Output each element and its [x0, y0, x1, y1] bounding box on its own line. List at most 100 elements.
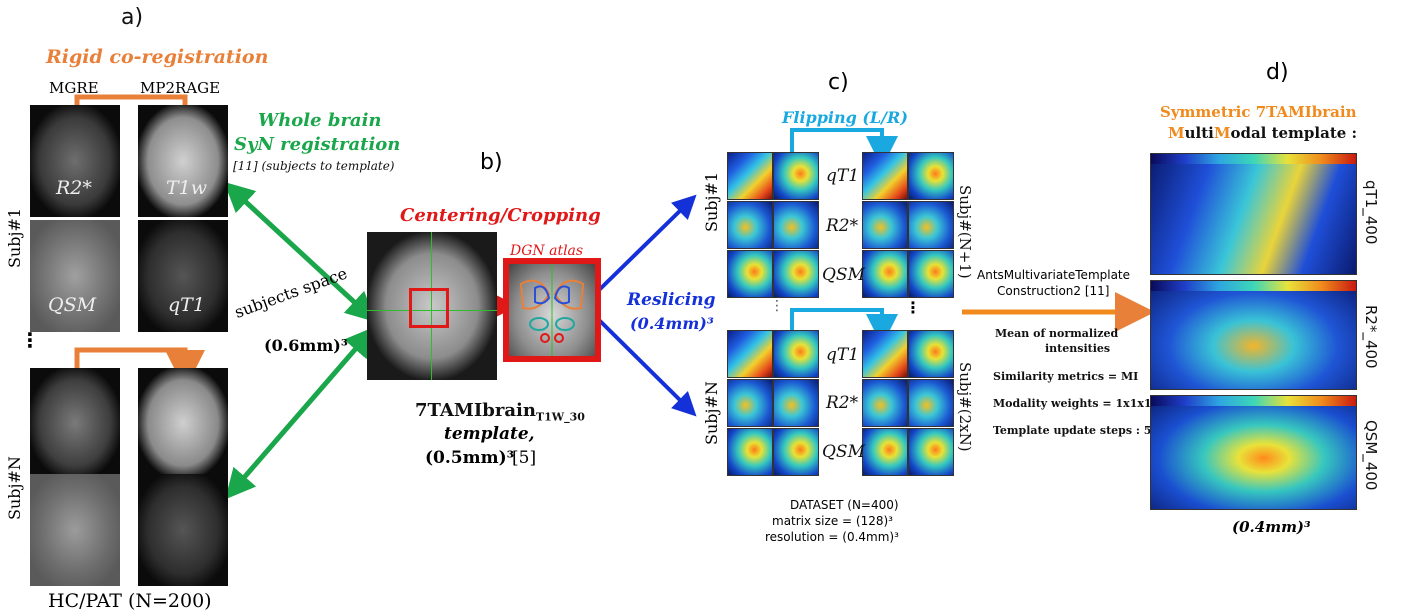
tile-u-qt1-4 [908, 152, 954, 200]
template-name-sub: T1W_30 [535, 410, 585, 424]
c-subj2N-label: Subj#(2xN) [956, 362, 974, 452]
c-ellipsis-right: ⋮ [905, 298, 921, 317]
tile-u-qsm-3 [862, 250, 908, 298]
rigid-title: Rigid co-registration [46, 46, 269, 68]
t1w-image: T1w [138, 105, 228, 217]
matrix-label: matrix size = (128)³ [772, 514, 893, 528]
d-res: (0.4mm)³ [1232, 518, 1311, 536]
subjects-space-line2: (0.6mm)³ [264, 336, 348, 355]
reslicing-line2: (0.4mm)³ [630, 314, 714, 333]
col-mgre: MGRE [49, 79, 99, 97]
tile-l-qt1-3 [862, 330, 908, 378]
r2star-image: R2* [30, 105, 120, 217]
qt1-colorbar [1151, 154, 1356, 164]
flip-label: Flipping (L/R) [782, 108, 908, 127]
syn-line1: Whole brain [258, 110, 382, 131]
qsm-label: QSM [48, 294, 97, 316]
tile-u-qsm-4 [908, 250, 954, 298]
subject-ellipsis: ⋮ [20, 328, 40, 352]
template-image [367, 232, 497, 380]
u-row-qt1: qT1 [826, 166, 860, 186]
qsm-image: QSM [30, 220, 120, 332]
t1w-label: T1w [166, 177, 208, 199]
ants-mean1: Mean of normalized [995, 327, 1119, 340]
l-row-qsm: QSM [822, 442, 865, 462]
tile-u-qt1-2 [773, 152, 819, 200]
rigid-arrow-bottom [74, 347, 205, 390]
subjN-qsm-image [30, 474, 120, 586]
tile-u-r2-2 [773, 201, 819, 249]
tile-u-r2-1 [727, 201, 773, 249]
syn-note: [11] (subjects to template) [233, 159, 395, 173]
u-row-r2: R2* [826, 216, 859, 236]
tile-l-qsm-2 [773, 428, 819, 476]
col-mp2rage: MP2RAGE [140, 79, 221, 97]
atlas-label: DGN atlas [510, 243, 584, 259]
qt1-image: qT1 [138, 220, 228, 332]
template-name: 7TAMIbrainT1W_30 [415, 400, 585, 424]
reslice-arrow-up [595, 194, 697, 294]
template-name-main: 7TAMIbrain [415, 400, 536, 421]
qsm-colorbar [1151, 396, 1356, 406]
d-title2-r2: odal template : [1230, 124, 1358, 142]
d-label-qt1: qT1_400 [1362, 180, 1380, 245]
c-subjN1-label: Subj#(N+1) [956, 185, 974, 279]
tile-l-r2-2 [773, 379, 819, 427]
tile-u-qt1-1 [727, 152, 773, 200]
syn-arrow-upper [223, 181, 377, 323]
panel-c-letter: c) [828, 70, 849, 95]
c-subjN-label: Subj#N [702, 381, 721, 445]
atlas-crop [503, 258, 601, 362]
ants-sim: Similarity metrics = MI [993, 370, 1139, 383]
tile-u-qsm-1 [727, 250, 773, 298]
flip-arrow-top [790, 128, 898, 168]
l-row-qt1: qT1 [826, 345, 860, 365]
reslicing-line1: Reslicing [627, 290, 716, 310]
d-title2-m1: M [1168, 124, 1185, 142]
subjN-qt1-image [138, 474, 228, 586]
r2-colorbar [1151, 281, 1356, 291]
template-word: template, [444, 424, 535, 444]
subjN-label: Subj#N [5, 456, 24, 520]
subj1-label: Subj#1 [5, 207, 24, 268]
l-row-r2: R2* [826, 393, 859, 413]
tile-l-qsm-4 [908, 428, 954, 476]
subjN-r2star-image [30, 368, 120, 478]
tile-l-qsm-1 [727, 428, 773, 476]
subjN-t1w-image [138, 368, 228, 478]
template-qt1 [1150, 153, 1357, 275]
tile-u-qsm-2 [773, 250, 819, 298]
tile-l-qt1-4 [908, 330, 954, 378]
template-r2 [1150, 280, 1357, 390]
d-title1: Symmetric 7TAMIbrain [1160, 103, 1357, 121]
tile-u-r2-3 [862, 201, 908, 249]
ants-line1: AntsMultivariateTemplate [977, 268, 1131, 282]
tile-l-qt1-1 [727, 330, 773, 378]
tile-u-qt1-3 [862, 152, 908, 200]
tile-l-r2-1 [727, 379, 773, 427]
d-title2-m2: M [1213, 124, 1231, 142]
tile-u-r2-4 [908, 201, 954, 249]
d-title2-r1: ulti [1184, 124, 1214, 142]
atlas-structures [519, 264, 585, 356]
ants-weights: Modality weights = 1x1x1 [993, 397, 1152, 410]
panel-d-letter: d) [1266, 60, 1289, 85]
syn-line2: SyN registration [234, 134, 401, 155]
d-label-qsm: QSM_400 [1362, 420, 1380, 491]
panel-a-letter: a) [121, 5, 144, 30]
dataset-label: DATASET (N=400) [790, 498, 899, 512]
tile-l-qsm-3 [862, 428, 908, 476]
ants-mean2: intensities [1045, 342, 1111, 355]
syn-arrow-lower [225, 326, 375, 500]
flip-arrow-bottom [790, 308, 898, 346]
tile-l-r2-4 [908, 379, 954, 427]
c-subj1-label: Subj#1 [702, 171, 721, 232]
crosshair-v [431, 232, 432, 380]
u-row-qsm: QSM [822, 265, 865, 285]
template-res: (0.5mm)³ [425, 448, 515, 468]
qt1-label: qT1 [168, 294, 205, 316]
crosshair-h [367, 310, 497, 311]
crop-box [409, 288, 449, 328]
d-label-r2: R2*_400 [1362, 305, 1380, 369]
panel-b-letter: b) [480, 150, 503, 175]
